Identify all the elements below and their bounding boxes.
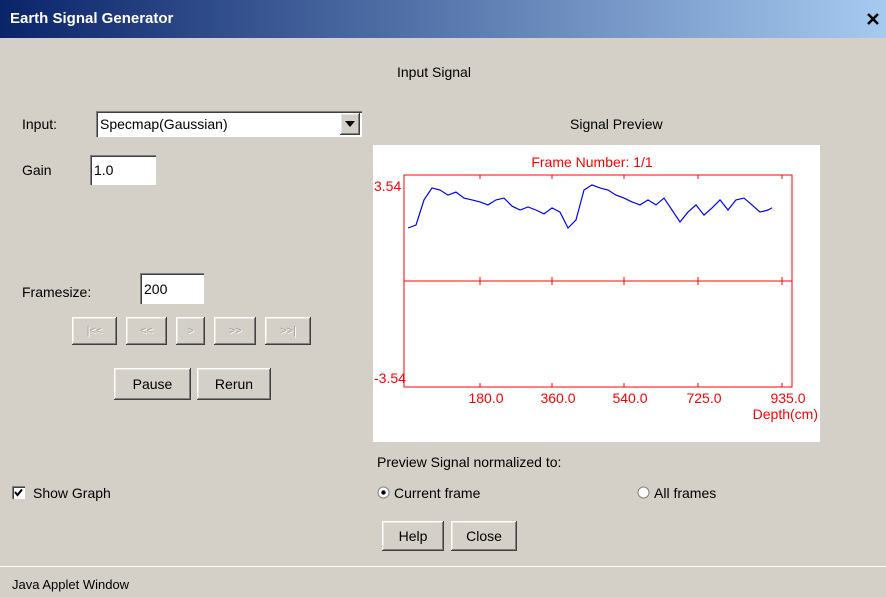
input-label: Input: xyxy=(22,116,58,132)
radio-button[interactable] xyxy=(637,486,650,499)
framesize-field[interactable]: 200 xyxy=(140,273,204,304)
framesize-value: 200 xyxy=(144,280,168,297)
chart-title: Frame Number: 1/1 xyxy=(531,154,653,170)
gain-field[interactable]: 1.0 xyxy=(90,155,156,185)
radio-label: Current frame xyxy=(394,485,481,501)
input-combo[interactable]: Specmap(Gaussian) xyxy=(96,111,362,137)
signal-line xyxy=(407,184,773,230)
action-button[interactable]: Pause xyxy=(114,368,191,400)
status-text: Java Applet Window xyxy=(12,577,130,592)
x-axis-label: Depth(cm) xyxy=(753,406,818,422)
x-tick-label: 180.0 xyxy=(468,390,503,406)
preview-label: Signal Preview xyxy=(570,116,663,132)
combo-value: Specmap(Gaussian) xyxy=(100,116,228,132)
checkbox[interactable] xyxy=(12,486,25,499)
framesize-label: Framesize: xyxy=(22,284,92,300)
check-mark xyxy=(14,488,23,497)
section-title: Input Signal xyxy=(397,64,471,80)
window-title: Earth Signal Generator xyxy=(10,10,174,27)
normalize-label: Preview Signal normalized to: xyxy=(377,454,562,470)
checkbox-label: Show Graph xyxy=(33,485,111,501)
combo-arrow[interactable] xyxy=(340,113,360,135)
footer-button[interactable]: Close xyxy=(451,521,517,551)
gain-value: 1.0 xyxy=(94,162,114,178)
nav-button: |<< xyxy=(72,317,117,345)
signal-chart: Frame Number: 1/1 Depth(cm) 3.54 -3.54 180… xyxy=(373,145,820,442)
x-tick-label: 540.0 xyxy=(612,390,647,406)
x-tick-label: 360.0 xyxy=(540,390,575,406)
title-bar: Earth Signal Generator xyxy=(0,0,886,38)
x-tick-label: 935.0 xyxy=(770,390,805,406)
nav-button: << xyxy=(126,317,167,345)
nav-button: >> xyxy=(214,317,256,345)
nav-button: >>| xyxy=(265,317,311,345)
radio-label: All frames xyxy=(654,485,717,501)
close-icon[interactable] xyxy=(866,12,880,26)
y-tick-label: 3.54 xyxy=(374,178,401,194)
footer-button[interactable]: Help xyxy=(382,521,444,551)
action-button[interactable]: Rerun xyxy=(197,368,271,400)
y-tick-label: -3.54 xyxy=(374,370,406,386)
radio-circle xyxy=(377,486,390,499)
separator xyxy=(0,566,886,567)
radio-circle xyxy=(637,486,650,499)
radio-button[interactable] xyxy=(377,486,390,499)
x-tick-label: 725.0 xyxy=(686,390,721,406)
nav-button: > xyxy=(176,317,205,345)
gain-label: Gain xyxy=(22,162,52,178)
